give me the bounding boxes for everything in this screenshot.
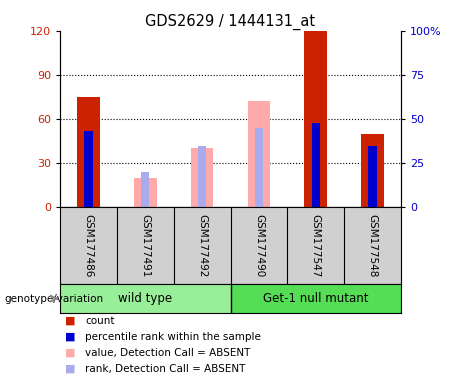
Text: GSM177548: GSM177548: [367, 214, 378, 277]
Text: GSM177490: GSM177490: [254, 214, 264, 277]
Bar: [134, 178, 157, 207]
Text: ■: ■: [65, 348, 75, 358]
Text: GSM177491: GSM177491: [140, 214, 150, 277]
Bar: [191, 149, 213, 207]
Text: percentile rank within the sample: percentile rank within the sample: [85, 332, 261, 342]
Text: genotype/variation: genotype/variation: [5, 293, 104, 304]
Text: Get-1 null mutant: Get-1 null mutant: [263, 292, 368, 305]
Bar: [254, 128, 263, 207]
Text: ■: ■: [65, 332, 75, 342]
Text: ■: ■: [65, 364, 75, 374]
Bar: [248, 101, 270, 207]
FancyBboxPatch shape: [230, 284, 401, 313]
Text: GSM177492: GSM177492: [197, 214, 207, 277]
Text: GSM177486: GSM177486: [83, 214, 94, 277]
Text: rank, Detection Call = ABSENT: rank, Detection Call = ABSENT: [85, 364, 246, 374]
Text: GSM177547: GSM177547: [311, 214, 321, 277]
Text: ■: ■: [65, 316, 75, 326]
Bar: [368, 146, 377, 207]
Bar: [141, 172, 149, 207]
Text: wild type: wild type: [118, 292, 172, 305]
Bar: [361, 134, 384, 207]
FancyBboxPatch shape: [60, 284, 230, 313]
Bar: [84, 131, 93, 207]
Text: GDS2629 / 1444131_at: GDS2629 / 1444131_at: [145, 13, 316, 30]
Bar: [312, 122, 320, 207]
Text: value, Detection Call = ABSENT: value, Detection Call = ABSENT: [85, 348, 251, 358]
Bar: [304, 31, 327, 207]
Text: count: count: [85, 316, 115, 326]
Bar: [198, 146, 207, 207]
Bar: [77, 97, 100, 207]
